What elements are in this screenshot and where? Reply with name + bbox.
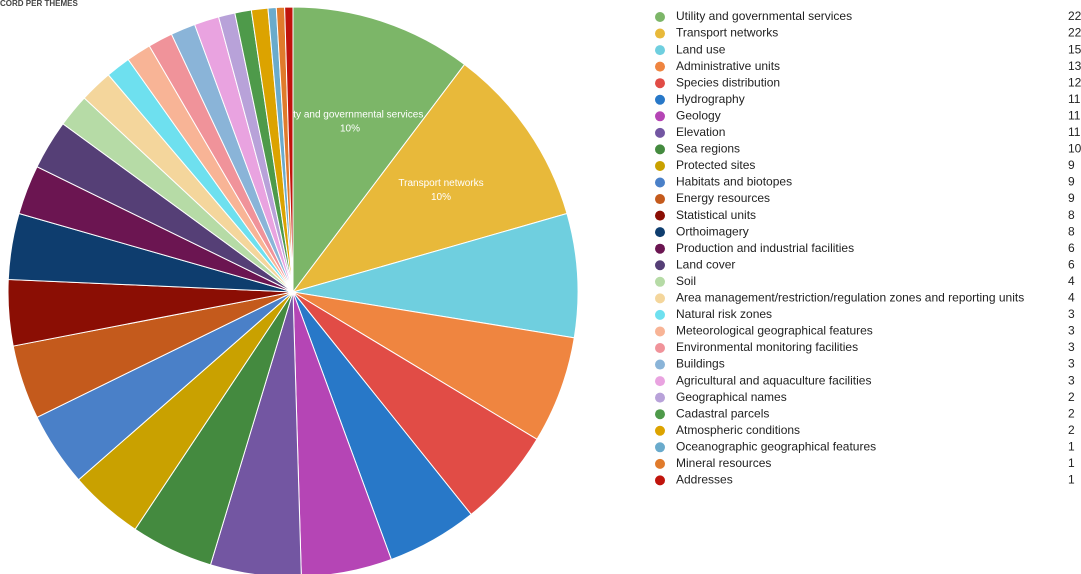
legend-label: Oceanographic geographical features <box>676 439 876 453</box>
legend-label: Soil <box>676 274 696 288</box>
legend-value: 6 <box>1068 257 1075 271</box>
legend-value: 3 <box>1068 324 1075 338</box>
legend-swatch <box>655 359 665 370</box>
legend-label: Land use <box>676 42 726 56</box>
legend-label: Addresses <box>676 473 733 487</box>
legend-value: 2 <box>1068 423 1075 437</box>
legend-label: Utility and governmental services <box>676 9 852 23</box>
legend-swatch <box>655 260 665 271</box>
pie-slice <box>292 6 466 294</box>
legend-label: Sea regions <box>676 142 740 156</box>
legend-value: 3 <box>1068 357 1075 371</box>
legend-label: Area management/restriction/regulation z… <box>676 291 1024 305</box>
legend-swatch <box>655 78 665 89</box>
legend-label: Natural risk zones <box>676 307 772 321</box>
slice-label: Utility and governmental services <box>277 109 424 120</box>
legend-swatch <box>655 425 665 436</box>
legend-value: 9 <box>1068 158 1075 172</box>
legend-swatch <box>655 160 665 171</box>
pie-slice <box>284 6 294 293</box>
pie-slice <box>292 291 392 574</box>
legend-value: 22 <box>1068 26 1081 40</box>
legend-value: 6 <box>1068 241 1075 255</box>
legend-value: 11 <box>1068 125 1081 139</box>
legend-value: 15 <box>1068 42 1081 56</box>
legend-label: Meteorological geographical features <box>676 324 873 338</box>
legend-label: Administrative units <box>676 59 780 73</box>
slice-label: Transport networks <box>398 178 483 189</box>
legend-value: 9 <box>1068 191 1075 205</box>
legend-swatch <box>655 293 665 304</box>
legend-swatch <box>655 458 665 469</box>
legend-value: 2 <box>1068 406 1075 420</box>
legend-value: 2 <box>1068 390 1075 404</box>
legend-value: 22 <box>1068 9 1081 23</box>
legend-value: 1 <box>1068 456 1075 470</box>
legend-label: Buildings <box>676 357 725 371</box>
legend-swatch <box>655 94 665 105</box>
legend-value: 8 <box>1068 224 1075 238</box>
legend-swatch <box>655 309 665 320</box>
legend-swatch <box>655 243 665 254</box>
legend-value: 3 <box>1068 340 1075 354</box>
legend-label: Habitats and biotopes <box>676 175 792 189</box>
chart-title: CORD PER THEMES <box>0 0 78 8</box>
legend-value: 1 <box>1068 473 1075 487</box>
legend-value: 9 <box>1068 175 1075 189</box>
legend-label: Geographical names <box>676 390 787 404</box>
legend-swatch <box>655 376 665 387</box>
pie-slice <box>292 212 579 339</box>
legend-value: 8 <box>1068 208 1075 222</box>
legend-label: Elevation <box>676 125 725 139</box>
legend-label: Mineral resources <box>676 456 771 470</box>
legend-swatch <box>655 127 665 138</box>
legend-value: 11 <box>1068 108 1081 122</box>
legend-swatch <box>655 210 665 221</box>
legend-value: 13 <box>1068 59 1081 73</box>
legend-label: Production and industrial facilities <box>676 241 854 255</box>
slice-percent: 10% <box>431 192 451 203</box>
legend-swatch <box>655 144 665 155</box>
legend-label: Environmental monitoring facilities <box>676 340 858 354</box>
legend-swatch <box>655 61 665 72</box>
legend-swatch <box>655 28 665 39</box>
legend-swatch <box>655 12 665 22</box>
slice-percent: 10% <box>340 123 360 134</box>
legend-label: Agricultural and aquaculture facilities <box>676 373 871 387</box>
legend-value: 3 <box>1068 373 1075 387</box>
legend-swatch <box>655 409 665 420</box>
legend-label: Atmospheric conditions <box>676 423 800 437</box>
legend-label: Species distribution <box>676 75 780 89</box>
legend-label: Energy resources <box>676 191 770 205</box>
legend-swatch <box>655 194 665 205</box>
legend-label: Statistical units <box>676 208 756 222</box>
legend-value: 3 <box>1068 307 1075 321</box>
legend-swatch <box>655 343 665 353</box>
legend-swatch <box>655 177 665 188</box>
legend-swatch <box>655 111 665 122</box>
legend-label: Transport networks <box>676 26 778 40</box>
legend-swatch <box>655 392 665 403</box>
legend-swatch <box>655 326 665 337</box>
legend-value: 4 <box>1068 274 1075 288</box>
legend-label: Orthoimagery <box>676 224 749 238</box>
legend-swatch <box>655 227 665 238</box>
pie-slice <box>291 63 568 293</box>
legend-value: 10 <box>1068 142 1081 156</box>
legend-swatch <box>655 442 665 453</box>
legend-label: Protected sites <box>676 158 755 172</box>
legend-label: Cadastral parcels <box>676 406 769 420</box>
legend-label: Geology <box>676 108 721 122</box>
legend-value: 12 <box>1068 75 1081 89</box>
legend-label: Hydrography <box>676 92 745 106</box>
legend-value: 1 <box>1068 439 1075 453</box>
legend-value: 4 <box>1068 291 1075 305</box>
legend-value: 11 <box>1068 92 1081 106</box>
legend-swatch <box>655 45 665 56</box>
legend-swatch <box>655 475 665 486</box>
legend-label: Land cover <box>676 257 735 271</box>
legend-swatch <box>655 276 665 287</box>
